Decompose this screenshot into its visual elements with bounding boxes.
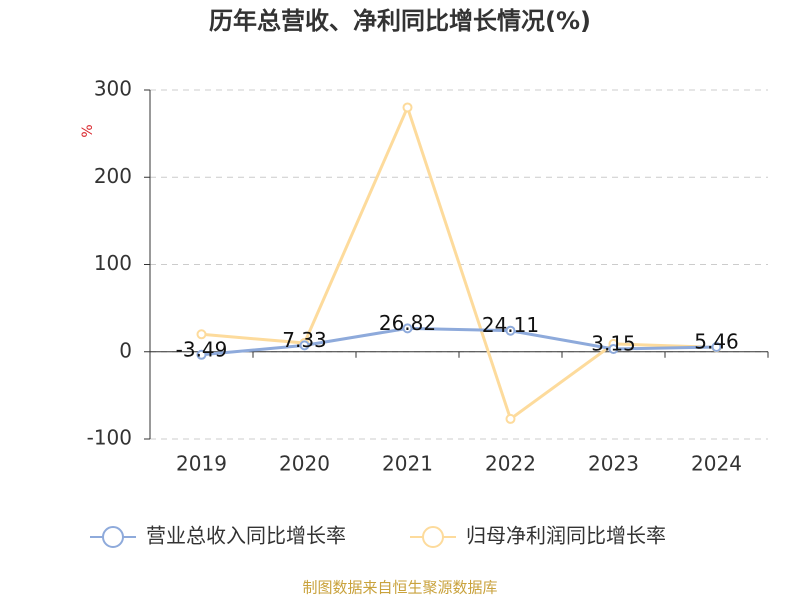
y-tick-label: -100	[87, 426, 132, 450]
x-tick-label: 2024	[691, 452, 742, 476]
data-point	[402, 323, 413, 334]
data-point	[299, 340, 310, 351]
legend-label: 营业总收入同比增长率	[146, 524, 346, 548]
series-line	[201, 103, 717, 422]
data-label: 7.33	[282, 328, 327, 352]
source-note: 制图数据来自恒生聚源数据库	[302, 579, 497, 597]
y-tick-label: 200	[94, 164, 132, 188]
x-tick-label: 2020	[279, 452, 330, 476]
y-axis-label: %	[80, 124, 96, 137]
x-tick-label: 2023	[588, 452, 639, 476]
data-label: 26.82	[379, 311, 436, 335]
legend-marker	[422, 526, 444, 548]
x-tick-label: 2019	[176, 452, 227, 476]
x-tick-label: 2022	[485, 452, 536, 476]
chart-title: 历年总营收、净利同比增长情况(%)	[209, 7, 591, 35]
data-point	[196, 349, 207, 360]
y-tick-label: 0	[119, 338, 132, 362]
data-label: 3.15	[591, 332, 636, 356]
data-point	[711, 341, 722, 352]
series-line	[201, 326, 717, 357]
y-tick-label: 300	[94, 77, 132, 101]
data-label: -3.49	[176, 337, 228, 361]
data-label: 24.11	[482, 313, 539, 337]
data-point	[505, 325, 516, 336]
data-point	[402, 102, 413, 113]
x-tick-label: 2021	[382, 452, 433, 476]
legend-label: 归母净利润同比增长率	[466, 524, 666, 548]
data-label: 5.46	[694, 329, 739, 353]
legend-marker	[102, 526, 124, 548]
data-point	[505, 413, 516, 424]
data-point	[196, 329, 207, 340]
data-point	[608, 344, 619, 355]
y-tick-label: 100	[94, 251, 132, 275]
